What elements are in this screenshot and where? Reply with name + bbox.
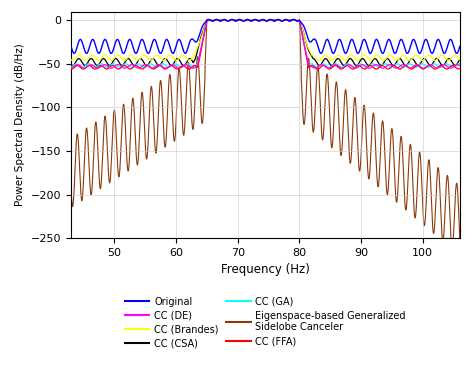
Y-axis label: Power Spectral Density (dB/Hz): Power Spectral Density (dB/Hz) [15, 43, 25, 206]
X-axis label: Frequency (Hz): Frequency (Hz) [221, 263, 310, 276]
Legend: Original, CC (DE), CC (Brandes), CC (CSA), CC (GA), Eigenspace-based Generalized: Original, CC (DE), CC (Brandes), CC (CSA… [121, 293, 410, 352]
